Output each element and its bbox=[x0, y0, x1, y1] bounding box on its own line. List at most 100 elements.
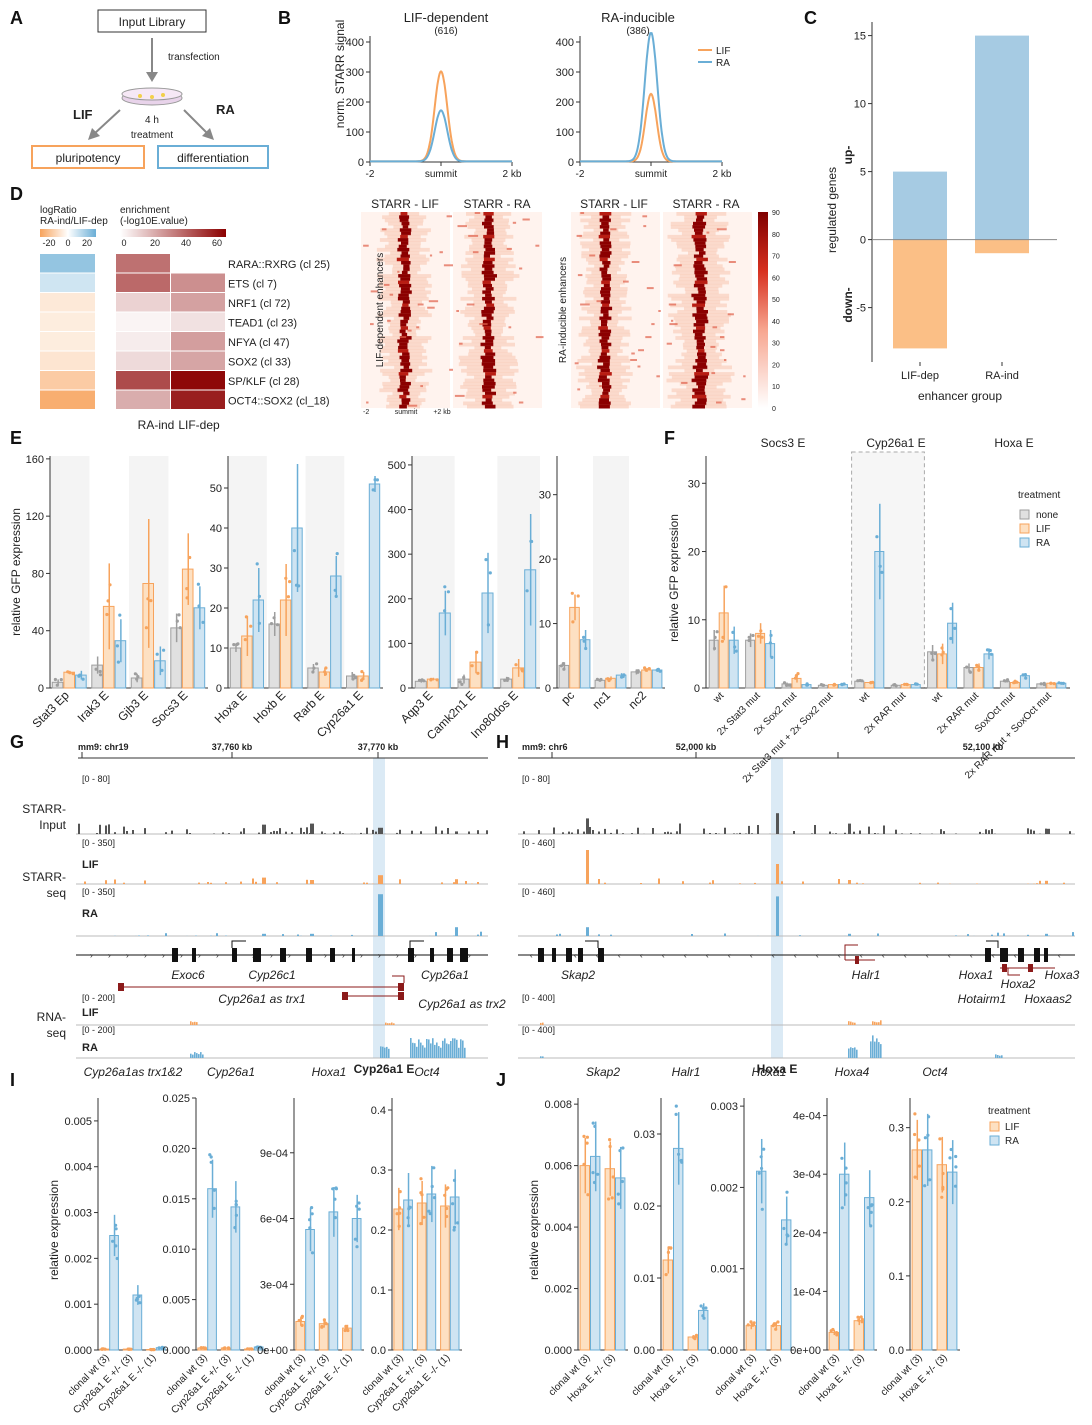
colorbar-tick-label: 40 bbox=[772, 319, 780, 326]
track-signal bbox=[273, 830, 275, 834]
y-tick-label: 300 bbox=[388, 549, 406, 561]
h-strand-arrow: ‹ bbox=[838, 951, 841, 960]
h-strand-arrow: ‹ bbox=[662, 951, 665, 960]
rna-signal bbox=[434, 1044, 436, 1058]
h-antisense-hotairm1: Hotairm1 bbox=[958, 992, 1007, 1006]
h-gene-hoxa2: Hoxa2 bbox=[1001, 977, 1036, 991]
y-tick-label: 0.01 bbox=[634, 1273, 655, 1285]
heatmap-core bbox=[486, 303, 495, 308]
track-signal bbox=[342, 833, 344, 834]
track-signal bbox=[640, 883, 642, 884]
track-peak bbox=[378, 875, 383, 884]
track-signal bbox=[1048, 828, 1050, 834]
heatmap-core bbox=[600, 290, 611, 295]
data-point-lif bbox=[721, 635, 725, 640]
data-point-ra bbox=[677, 1152, 681, 1156]
heatmap-core bbox=[483, 274, 497, 278]
data-point-ra bbox=[875, 535, 879, 539]
g-strand-arrow: › bbox=[378, 951, 381, 960]
data-point-ra bbox=[704, 1306, 708, 1310]
x-tick-label: Gjb3 E bbox=[115, 688, 151, 724]
track-signal bbox=[604, 882, 606, 884]
track-signal bbox=[366, 827, 368, 834]
heatmap-speck bbox=[574, 362, 579, 365]
g-track-label-ra: RA bbox=[82, 908, 98, 920]
track-signal bbox=[568, 831, 570, 834]
y-tick-label: 0 bbox=[358, 157, 364, 169]
data-point-lif bbox=[940, 653, 944, 657]
data-point-ra bbox=[333, 1197, 337, 1201]
data-point-lif bbox=[470, 664, 474, 668]
g-track-label-starr2: STARR- bbox=[22, 870, 66, 884]
data-point-lif bbox=[520, 669, 525, 673]
rna-signal bbox=[542, 1056, 544, 1058]
y-tick-label: 0.003 bbox=[64, 1208, 92, 1220]
heatmap-core bbox=[696, 218, 703, 223]
heatmap-core bbox=[485, 332, 492, 337]
b-ylabel: norm. STARR signal bbox=[333, 20, 347, 128]
d-motif-label: NRF1 (cl 72) bbox=[228, 298, 290, 310]
data-point-ra bbox=[456, 1221, 460, 1225]
data-point-lif bbox=[435, 678, 439, 682]
data-point-ra bbox=[197, 604, 201, 608]
rna-signal bbox=[444, 1038, 446, 1058]
track-signal bbox=[799, 935, 801, 936]
data-point-none bbox=[559, 664, 564, 668]
data-point-ra bbox=[428, 1212, 432, 1216]
data-point-lif bbox=[647, 667, 651, 671]
x-tick-label: Hoxb E bbox=[251, 688, 289, 726]
heatmap-speck bbox=[474, 212, 481, 214]
rna-signal bbox=[540, 1056, 542, 1058]
data-point-ra bbox=[375, 478, 379, 482]
heatmap-core bbox=[602, 215, 610, 220]
heatmap-core bbox=[693, 221, 707, 226]
profile-line-lif bbox=[370, 70, 512, 163]
track-signal bbox=[676, 831, 678, 834]
h-genome-label: mm9: chr6 bbox=[522, 742, 568, 752]
rna-signal bbox=[442, 1040, 444, 1058]
c-y-tick-label: 15 bbox=[854, 31, 866, 43]
heatmap-core bbox=[599, 316, 612, 321]
heatmap-speck bbox=[706, 231, 710, 234]
h-range-1: [0 - 80] bbox=[522, 774, 550, 784]
data-point-ra bbox=[443, 609, 447, 613]
data-point-ra bbox=[452, 1178, 457, 1182]
heatmap-core bbox=[481, 310, 494, 314]
d-logratio-cell bbox=[40, 273, 95, 292]
track-signal bbox=[832, 833, 834, 834]
rna-signal bbox=[200, 1052, 202, 1058]
panel-letter-b: B bbox=[278, 8, 291, 28]
track-signal bbox=[715, 833, 717, 834]
data-point-lif bbox=[664, 1273, 668, 1277]
data-point-ra bbox=[870, 1203, 874, 1207]
data-point-ra bbox=[842, 682, 846, 686]
data-point-ra bbox=[234, 1202, 238, 1207]
track-signal bbox=[853, 831, 855, 834]
heatmap-core bbox=[483, 261, 493, 265]
data-point-ra bbox=[596, 1172, 600, 1176]
track-signal bbox=[604, 828, 606, 834]
data-point-lif bbox=[226, 1346, 230, 1350]
data-point-none bbox=[312, 666, 316, 670]
track-signal bbox=[333, 832, 335, 834]
track-signal bbox=[477, 830, 479, 834]
rna-signal bbox=[391, 1022, 393, 1025]
track-signal bbox=[781, 881, 783, 884]
heatmap-speck bbox=[631, 352, 635, 355]
data-point-lif bbox=[360, 670, 364, 674]
data-point-ra bbox=[155, 652, 159, 656]
data-point-ra bbox=[208, 1153, 212, 1157]
data-point-ra bbox=[451, 1202, 455, 1206]
rna-signal bbox=[446, 1043, 448, 1058]
rna-signal bbox=[194, 1021, 196, 1025]
rna-signal bbox=[393, 1023, 395, 1025]
data-point-lif bbox=[917, 1164, 922, 1168]
rna-signal bbox=[424, 1047, 426, 1058]
track-signal bbox=[862, 883, 864, 884]
track-signal bbox=[901, 833, 903, 834]
g-gene-cyp26c1: Cyp26c1 bbox=[248, 968, 295, 982]
data-point-lif bbox=[643, 666, 647, 670]
d-logratio-cell bbox=[40, 254, 95, 273]
heatmap-core bbox=[400, 381, 411, 386]
track-peak bbox=[262, 933, 266, 936]
